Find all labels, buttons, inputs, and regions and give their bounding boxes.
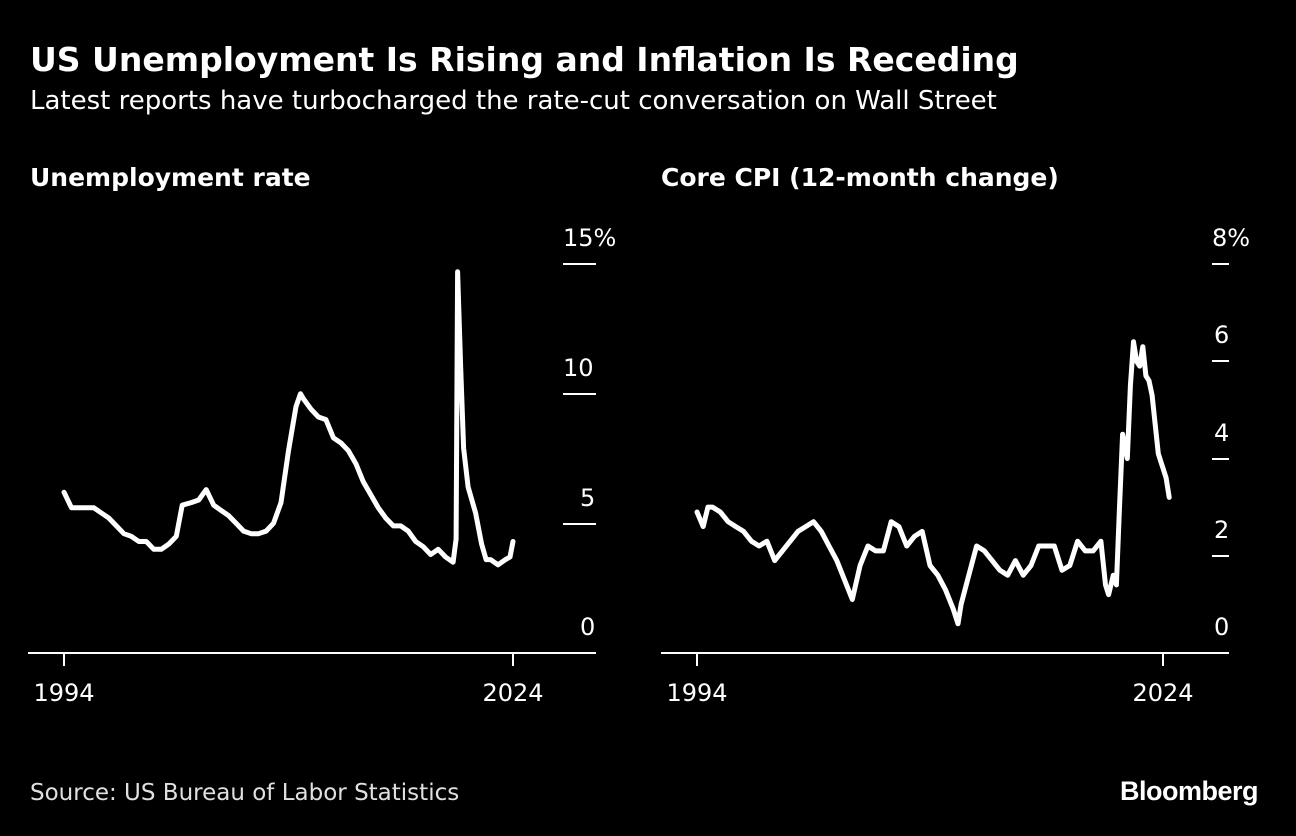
y-tick-label: 4 xyxy=(1214,419,1229,447)
y-tick-label: 15% xyxy=(563,224,616,252)
y-tick-label: 2 xyxy=(1214,516,1229,544)
unemployment-panel: Unemployment rate 15% 10 5 0 1994 2024 xyxy=(28,163,616,707)
unemployment-line xyxy=(61,269,516,568)
chart-subtitle: Latest reports have turbocharged the rat… xyxy=(30,86,997,116)
core-cpi-panel: Core CPI (12-month change) 8% 6 4 2 0 19… xyxy=(661,163,1250,707)
y-tick-label: 0 xyxy=(1214,613,1229,641)
y-tick-label: 6 xyxy=(1214,321,1229,349)
panel-title-unemployment: Unemployment rate xyxy=(30,163,311,192)
source-note: Source: US Bureau of Labor Statistics xyxy=(30,780,460,806)
y-tick-label: 10 xyxy=(563,354,594,382)
x-tick-label: 1994 xyxy=(33,679,94,707)
panel-title-core-cpi: Core CPI (12-month change) xyxy=(661,163,1059,192)
y-tick-label: 5 xyxy=(580,484,595,512)
y-tick-label: 8% xyxy=(1212,224,1250,252)
x-tick-label: 1994 xyxy=(666,679,727,707)
bloomberg-logo: Bloomberg xyxy=(1119,776,1259,806)
chart-title: US Unemployment Is Rising and Inflation … xyxy=(30,40,1019,79)
x-tick-label: 2024 xyxy=(1132,679,1193,707)
y-tick-label: 0 xyxy=(580,613,595,641)
x-tick-label: 2024 xyxy=(482,679,543,707)
core-cpi-line xyxy=(694,339,1172,627)
